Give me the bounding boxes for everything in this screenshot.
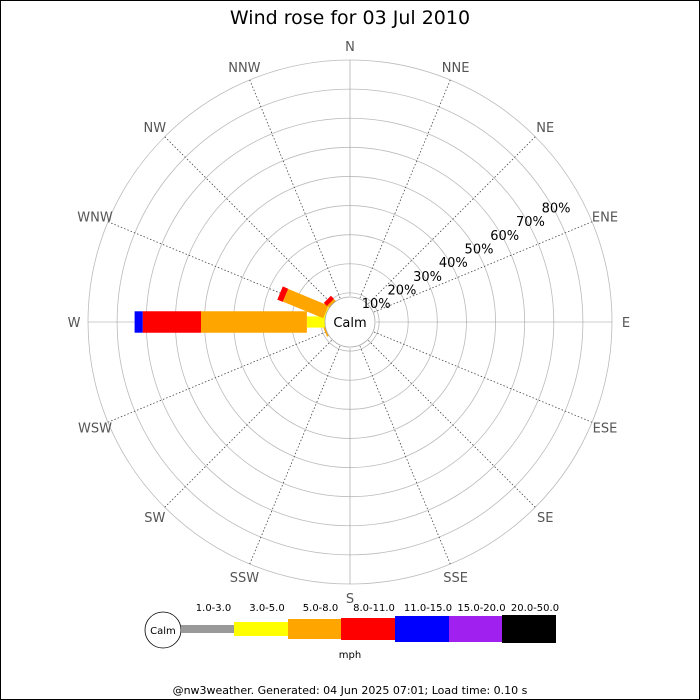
bar-w-5.0-8.0	[201, 311, 307, 333]
dir-label-wsw: WSW	[78, 422, 112, 437]
calm-circle	[324, 296, 376, 348]
spoke-wsw	[107, 331, 327, 423]
legend-label-20.0-50.0: 20.0-50.0	[511, 603, 559, 614]
dir-label-ese: ESE	[593, 422, 618, 437]
legend-label-11.0-15.0: 11.0-15.0	[404, 603, 452, 614]
dir-label-ne: NE	[536, 121, 554, 136]
dir-label-nnw: NNW	[228, 61, 260, 76]
bar-wnw-8.0-11.0	[277, 286, 289, 302]
ring-label-10: 10%	[362, 297, 391, 312]
bar-wnw-5.0-8.0	[282, 288, 329, 319]
dir-label-ssw: SSW	[230, 571, 260, 586]
dir-label-se: SE	[537, 511, 553, 526]
legend: Calm 1.0-3.0 3.0-5.0 5.0-8.0 8.0-11.0 11.0-15…	[144, 603, 559, 661]
legend-swatch-1.0-3.0	[181, 625, 234, 633]
legend-label-1.0-3.0: 1.0-3.0	[196, 603, 231, 614]
legend-label-5.0-8.0: 5.0-8.0	[303, 603, 338, 614]
dir-label-n: N	[345, 40, 355, 55]
wind-bars	[134, 286, 345, 337]
legend-swatch-5.0-8.0	[288, 619, 341, 639]
legend-swatch-11.0-15.0	[395, 616, 449, 642]
bar-nw-8.0-11.0	[323, 295, 334, 306]
spoke-sw	[164, 340, 332, 508]
legend-swatch-20.0-50.0	[502, 615, 556, 643]
legend-swatch-15.0-20.0	[449, 616, 502, 642]
spoke-sse	[359, 345, 451, 565]
spoke-ene	[373, 221, 593, 313]
legend-swatch-8.0-11.0	[341, 618, 395, 640]
spoke-nne	[359, 79, 451, 299]
legend-unit: mph	[339, 650, 361, 661]
dir-label-nne: NNE	[442, 61, 470, 76]
footer-text: @nw3weather. Generated: 04 Jun 2025 07:0…	[173, 684, 528, 697]
dir-label-e: E	[622, 316, 630, 331]
dir-label-ene: ENE	[592, 210, 618, 225]
legend-swatch-3.0-5.0	[234, 622, 288, 636]
ring-label-50: 50%	[465, 243, 494, 258]
legend-label-8.0-11.0: 8.0-11.0	[353, 603, 395, 614]
calm-label: Calm	[333, 316, 366, 331]
legend-label-15.0-20.0: 15.0-20.0	[457, 603, 505, 614]
ring-label-80: 80%	[542, 202, 571, 217]
direction-labels: N NNE NE ENE E ESE SE SSE S SSW SW WSW W WNW NW NNW	[68, 40, 631, 607]
ring-label-40: 40%	[439, 256, 468, 271]
chart-title: Wind rose for 03 Jul 2010	[230, 7, 470, 29]
spoke-ssw	[249, 345, 341, 565]
ring-labels: 10%20%30%40%50%60%70%80%	[362, 202, 571, 313]
bar-w-11.0-15.0	[134, 311, 143, 333]
dir-label-nw: NW	[144, 121, 167, 136]
calm-center: Calm	[324, 296, 376, 348]
dir-label-sw: SW	[144, 511, 165, 526]
ring-label-60: 60%	[490, 229, 519, 244]
dir-label-wnw: WNW	[77, 210, 113, 225]
spoke-ne	[368, 136, 536, 304]
spoke-se	[368, 340, 536, 508]
dir-label-sse: SSE	[443, 571, 468, 586]
dir-label-s: S	[346, 592, 354, 607]
dir-label-w: W	[68, 316, 81, 331]
ring-label-20: 20%	[387, 284, 416, 299]
spoke-nw	[164, 136, 332, 304]
legend-label-3.0-5.0: 3.0-5.0	[249, 603, 284, 614]
legend-calm-label: Calm	[150, 626, 176, 637]
bar-w-8.0-11.0	[142, 311, 201, 333]
spoke-ese	[373, 331, 593, 423]
spoke-nnw	[249, 79, 341, 299]
ring-label-70: 70%	[516, 215, 545, 230]
ring-label-30: 30%	[413, 270, 442, 285]
bar-wsw-5.0-8.0	[323, 327, 329, 337]
